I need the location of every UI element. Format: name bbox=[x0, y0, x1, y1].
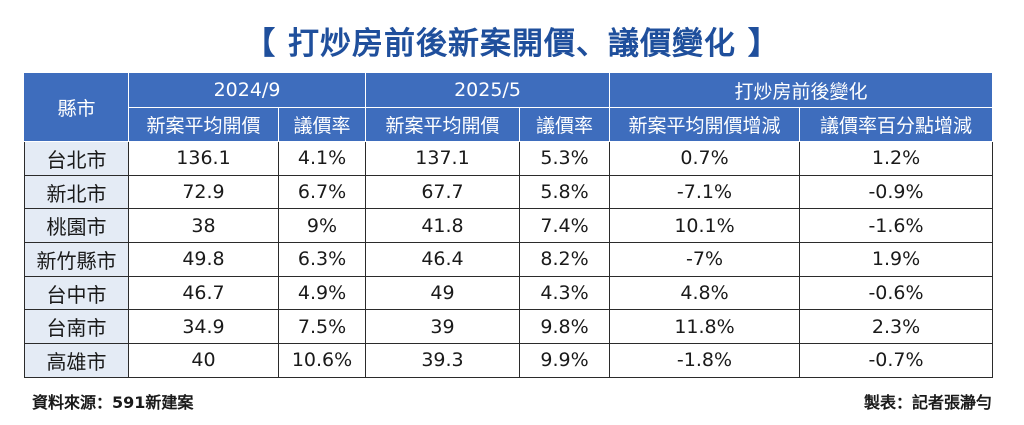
table-cell: 137.1 bbox=[365, 141, 520, 176]
header-group-change: 打炒房前後變化 bbox=[608, 72, 994, 108]
table-cell: 136.1 bbox=[128, 141, 279, 176]
table-cell: 0.7% bbox=[609, 141, 800, 176]
table-cell: 9% bbox=[278, 208, 366, 244]
city-cell: 高雄市 bbox=[24, 343, 129, 378]
table-row: 新竹縣市 49.8 6.3% 46.4 8.2% -7% 1.9% bbox=[24, 242, 994, 277]
table-cell: -1.8% bbox=[609, 343, 800, 378]
data-table: 縣市 2024/9 2025/5 打炒房前後變化 新案平均開價 議價率 新案平均… bbox=[24, 72, 994, 378]
table-row: 高雄市 40 10.6% 39.3 9.9% -1.8% -0.7% bbox=[24, 343, 994, 378]
header-column: 議價率 bbox=[519, 107, 610, 142]
table-cell: -7% bbox=[609, 242, 800, 277]
table-cell: 6.3% bbox=[278, 242, 366, 277]
table-cell: 1.9% bbox=[798, 242, 994, 277]
table-cell: -7.1% bbox=[609, 174, 800, 210]
header-group-2024-9: 2024/9 bbox=[128, 72, 366, 108]
header-column: 議價率百分點增減 bbox=[798, 107, 994, 142]
city-cell: 新竹縣市 bbox=[24, 242, 129, 277]
header-city: 縣市 bbox=[24, 72, 129, 142]
table-cell: 67.7 bbox=[365, 174, 520, 210]
table-cell: 5.3% bbox=[519, 141, 610, 176]
table-row: 台南市 34.9 7.5% 39 9.8% 11.8% 2.3% bbox=[24, 309, 994, 345]
table-cell: 4.3% bbox=[519, 275, 610, 311]
table-cell: 34.9 bbox=[128, 309, 279, 345]
city-cell: 台北市 bbox=[24, 141, 129, 176]
table-cell: -1.6% bbox=[798, 208, 994, 244]
table-cell: 39 bbox=[365, 309, 520, 345]
table-cell: 4.9% bbox=[278, 275, 366, 311]
table-row: 新北市 72.9 6.7% 67.7 5.8% -7.1% -0.9% bbox=[24, 174, 994, 210]
table-cell: -0.9% bbox=[798, 174, 994, 210]
header-column: 新案平均開價 bbox=[128, 107, 279, 142]
table-cell: 4.8% bbox=[609, 275, 800, 311]
credit-note: 製表：記者張瀞勻 bbox=[863, 393, 992, 412]
table-cell: 39.3 bbox=[365, 343, 520, 378]
table-cell: 41.8 bbox=[365, 208, 520, 244]
table-cell: 6.7% bbox=[278, 174, 366, 210]
table-row: 台中市 46.7 4.9% 49 4.3% 4.8% -0.6% bbox=[24, 275, 994, 311]
table-cell: 5.8% bbox=[519, 174, 610, 210]
table-cell: -0.6% bbox=[798, 275, 994, 311]
city-cell: 新北市 bbox=[24, 174, 129, 210]
city-cell: 台南市 bbox=[24, 309, 129, 345]
header-group-2025-5: 2025/5 bbox=[365, 72, 610, 108]
table-cell: 4.1% bbox=[278, 141, 366, 176]
table-cell: 10.6% bbox=[278, 343, 366, 378]
table-header: 縣市 2024/9 2025/5 打炒房前後變化 新案平均開價 議價率 新案平均… bbox=[24, 72, 994, 142]
table-cell: 38 bbox=[128, 208, 279, 244]
table-body: 台北市 136.1 4.1% 137.1 5.3% 0.7% 1.2% 新北市 … bbox=[24, 141, 994, 378]
table-cell: 72.9 bbox=[128, 174, 279, 210]
table-cell: 46.7 bbox=[128, 275, 279, 311]
table-cell: 49.8 bbox=[128, 242, 279, 277]
table-cell: 2.3% bbox=[798, 309, 994, 345]
table-cell: 40 bbox=[128, 343, 279, 378]
table-cell: 9.9% bbox=[519, 343, 610, 378]
table-cell: 46.4 bbox=[365, 242, 520, 277]
table-cell: 7.5% bbox=[278, 309, 366, 345]
table-cell: 9.8% bbox=[519, 309, 610, 345]
table-cell: 10.1% bbox=[609, 208, 800, 244]
city-cell: 台中市 bbox=[24, 275, 129, 311]
table-cell: 8.2% bbox=[519, 242, 610, 277]
table-cell: -0.7% bbox=[798, 343, 994, 378]
header-column: 新案平均開價增減 bbox=[609, 107, 800, 142]
table-cell: 49 bbox=[365, 275, 520, 311]
header-column: 議價率 bbox=[278, 107, 366, 142]
header-column: 新案平均開價 bbox=[365, 107, 520, 142]
table-row: 台北市 136.1 4.1% 137.1 5.3% 0.7% 1.2% bbox=[24, 141, 994, 176]
source-note: 資料來源：591新建案 bbox=[32, 393, 194, 412]
page-title: 【 打炒房前後新案開價、議價變化 】 bbox=[244, 26, 780, 62]
table-cell: 1.2% bbox=[798, 141, 994, 176]
table-cell: 11.8% bbox=[609, 309, 800, 345]
table-row: 桃園市 38 9% 41.8 7.4% 10.1% -1.6% bbox=[24, 208, 994, 244]
table-cell: 7.4% bbox=[519, 208, 610, 244]
city-cell: 桃園市 bbox=[24, 208, 129, 244]
